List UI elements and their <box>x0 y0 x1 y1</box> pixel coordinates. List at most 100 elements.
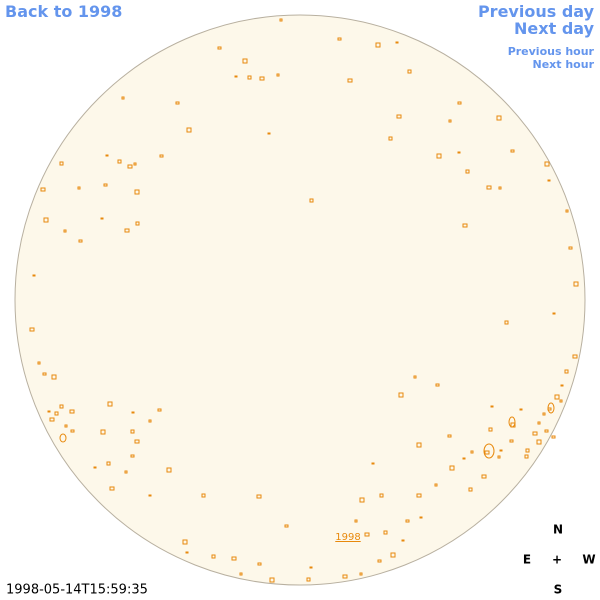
contour <box>70 429 75 433</box>
contour <box>59 404 64 409</box>
contour <box>77 186 81 190</box>
contour <box>242 58 248 64</box>
contour <box>547 179 551 182</box>
contour <box>375 42 381 48</box>
contour <box>182 539 188 545</box>
contour <box>347 78 353 83</box>
contour <box>284 524 289 528</box>
contour <box>276 73 280 77</box>
contour <box>166 467 172 473</box>
previous-hour-link[interactable]: Previous hour <box>507 45 594 58</box>
contour <box>395 41 399 44</box>
contour <box>554 394 560 400</box>
contour <box>59 433 67 443</box>
contour <box>37 361 41 365</box>
contour <box>186 127 192 133</box>
contour <box>49 417 55 422</box>
contour <box>407 69 412 74</box>
contour <box>269 577 275 583</box>
contour <box>547 402 555 414</box>
contour <box>105 154 109 157</box>
contour <box>40 187 46 192</box>
contour <box>564 369 569 374</box>
next-hour-link[interactable]: Next hour <box>532 58 595 71</box>
contour <box>499 449 503 452</box>
contour <box>396 114 402 119</box>
contour <box>130 454 135 458</box>
contour <box>457 151 461 154</box>
contour <box>100 217 104 220</box>
contour <box>342 574 348 579</box>
contour <box>447 434 452 438</box>
contour <box>490 405 494 408</box>
compass-west: W <box>582 553 595 567</box>
contour <box>559 399 563 403</box>
contour <box>377 559 382 563</box>
contour <box>59 161 64 166</box>
contour <box>468 487 473 492</box>
contour <box>148 419 152 423</box>
contour <box>51 374 57 380</box>
contour <box>157 408 162 412</box>
compass-center: + <box>552 553 562 567</box>
contour <box>486 185 492 190</box>
contour <box>551 435 556 439</box>
contour <box>256 494 262 499</box>
contour <box>383 530 388 535</box>
disk-label[interactable]: 1998 <box>335 532 360 543</box>
contour <box>470 450 474 454</box>
contour <box>306 577 311 582</box>
contour <box>504 320 509 325</box>
contour <box>390 552 396 558</box>
contour <box>201 493 206 498</box>
contour <box>117 159 122 164</box>
contour <box>309 198 314 203</box>
contour <box>185 551 189 554</box>
contour <box>100 429 106 435</box>
contour <box>43 217 49 223</box>
previous-day-link[interactable]: Previous day <box>477 2 594 21</box>
contour <box>552 312 556 315</box>
contour <box>419 516 423 519</box>
contour <box>405 519 410 523</box>
contour <box>148 494 152 497</box>
contour <box>449 465 455 471</box>
contour <box>29 327 35 332</box>
contour <box>257 562 262 566</box>
timestamp: 1998-05-14T15:59:35 <box>6 583 148 598</box>
contour <box>462 223 468 228</box>
contour <box>124 228 130 233</box>
contour <box>379 493 384 498</box>
contour <box>496 115 502 121</box>
contour <box>525 448 530 453</box>
contour <box>434 483 438 487</box>
contour <box>63 229 67 233</box>
contour-layer <box>29 18 579 583</box>
contour <box>175 101 180 105</box>
contour <box>78 239 83 243</box>
contour <box>130 429 135 434</box>
contour <box>413 375 417 379</box>
next-day-link[interactable]: Next day <box>514 19 594 38</box>
contour <box>568 246 573 250</box>
back-link[interactable]: Back to 1998 <box>5 2 123 21</box>
contour <box>133 162 137 166</box>
contour <box>484 450 490 455</box>
contour <box>42 372 47 376</box>
contour <box>69 409 75 414</box>
contour <box>364 532 370 537</box>
contour <box>572 354 578 359</box>
contour <box>457 101 462 105</box>
contour <box>388 136 393 141</box>
contour <box>93 466 97 469</box>
contour <box>64 424 68 428</box>
contour <box>217 46 222 50</box>
contour <box>448 119 452 123</box>
contour <box>159 154 164 158</box>
solar-disk <box>14 14 586 586</box>
contour <box>465 169 470 174</box>
compass-north: N <box>553 523 563 537</box>
contour <box>544 161 550 167</box>
